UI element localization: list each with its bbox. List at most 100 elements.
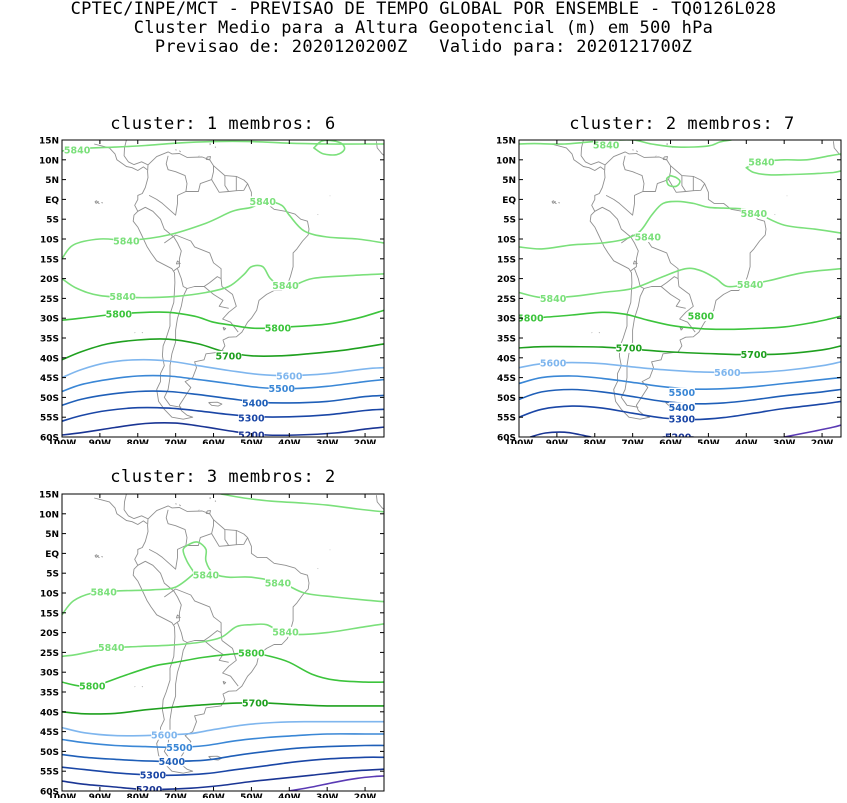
contour-5600 [519, 361, 841, 374]
contour-label-bg [540, 357, 567, 368]
lat-label: 10S [497, 236, 516, 246]
lon-label: 100W [505, 439, 534, 444]
lon-label: 60W [202, 793, 225, 798]
contour-label-5800: 5800 [265, 324, 292, 335]
contour-label-bg [109, 291, 136, 302]
country-border [634, 268, 679, 289]
lat-label: 25S [497, 295, 516, 305]
contour-label-5800: 5800 [79, 682, 106, 693]
contour-5840 [62, 200, 384, 260]
contour-label-bg [249, 196, 276, 207]
lat-label: 55S [40, 768, 59, 778]
contour-label-5840: 5840 [64, 145, 91, 156]
contour-label-bg [242, 698, 269, 709]
contour-5700 [519, 345, 841, 356]
country-border [668, 179, 705, 193]
contour-5200 [62, 421, 384, 437]
central-america-pacific-coastline [551, 143, 605, 171]
lon-label: 30W [316, 793, 339, 798]
lon-label: 70W [164, 439, 187, 444]
lat-label: 5N [45, 176, 59, 186]
lat-label: 10S [40, 590, 59, 600]
contour-label-5200: 5200 [136, 785, 163, 796]
country-border [605, 155, 645, 216]
contour-label-5400: 5400 [669, 403, 696, 414]
contour-label-5840: 5840 [90, 588, 117, 599]
contour-label-bg [242, 397, 269, 408]
island-outline [214, 500, 217, 502]
lat-label: 55S [40, 414, 59, 424]
country-border [163, 288, 188, 408]
contour-5840 [519, 200, 841, 250]
panel-1-map: 5840 5840 5840 5840 5840 5800 5800 5700 56005500… [39, 137, 385, 444]
island-outline [205, 510, 211, 515]
lat-label: 60S [40, 434, 59, 444]
contour-label-5840: 5840 [109, 292, 136, 303]
country-border [185, 165, 214, 192]
island-outline [179, 150, 181, 153]
country-border [642, 165, 671, 192]
country-border [164, 234, 223, 287]
lake-outline [175, 614, 181, 619]
falklands-coastline [208, 401, 223, 407]
contour-label-5700: 5700 [616, 343, 643, 354]
contour-label-5800: 5800 [106, 310, 133, 321]
south-america-coastline [589, 151, 767, 420]
contour-label-bg [264, 578, 291, 589]
central-america-coastline [123, 494, 149, 520]
contour-5600 [62, 720, 384, 737]
island-outline [662, 156, 668, 161]
lat-label: 10N [39, 510, 59, 520]
contour-label-5840: 5840 [540, 294, 567, 305]
island-outline [664, 135, 665, 137]
lat-label: 5S [503, 216, 516, 226]
island-outline [207, 489, 208, 491]
contour-label-bg [668, 414, 695, 425]
central-america-pacific-coastline [94, 497, 148, 525]
lon-label: 30W [773, 439, 796, 444]
country-border [177, 268, 222, 289]
lon-label: 40W [278, 793, 301, 798]
lat-label: 45S [497, 374, 516, 384]
lat-label: 5S [46, 216, 59, 226]
contour-label-5840: 5840 [741, 209, 768, 220]
contour-label-bg [740, 208, 767, 219]
contour-label-bg [238, 412, 265, 423]
contour-label-5840: 5840 [265, 579, 292, 590]
lon-label: 70W [164, 793, 187, 798]
contour-label-5600: 5600 [714, 368, 741, 379]
plot-frame [61, 493, 385, 792]
contour-label-5840: 5840 [635, 233, 662, 244]
lat-label: 45S [40, 374, 59, 384]
island-outline [554, 201, 557, 205]
lon-label: 90W [89, 439, 112, 444]
lat-label: 20S [40, 629, 59, 639]
island-outline [175, 503, 177, 505]
contour-label-5840: 5840 [737, 280, 764, 291]
contour-label-5300: 5300 [238, 413, 265, 424]
country-border [203, 640, 229, 663]
contour-label-bg [634, 232, 661, 243]
country-border [211, 179, 248, 193]
contour-label-bg [79, 681, 106, 692]
contour-label-bg [687, 311, 714, 322]
contour-label-bg [151, 729, 178, 740]
contour-label-5300: 5300 [140, 771, 167, 782]
lat-label: 50S [40, 394, 59, 404]
island-outline [97, 555, 100, 559]
contour-5840 [313, 140, 346, 156]
country-border [660, 286, 686, 309]
contour-label-bg [113, 235, 140, 246]
lat-label: 60S [497, 434, 516, 444]
lat-label: 15S [497, 255, 516, 265]
contour-label-5840: 5840 [193, 571, 220, 582]
contour-5800 [62, 652, 384, 687]
contour-label-bg [215, 350, 242, 361]
island-outline [94, 554, 99, 558]
country-border [164, 588, 223, 641]
contour-5100 [783, 424, 841, 437]
country-border [221, 286, 239, 333]
contour-label-5840: 5840 [113, 236, 140, 247]
country-border [681, 175, 687, 192]
lon-label: 30W [316, 439, 339, 444]
